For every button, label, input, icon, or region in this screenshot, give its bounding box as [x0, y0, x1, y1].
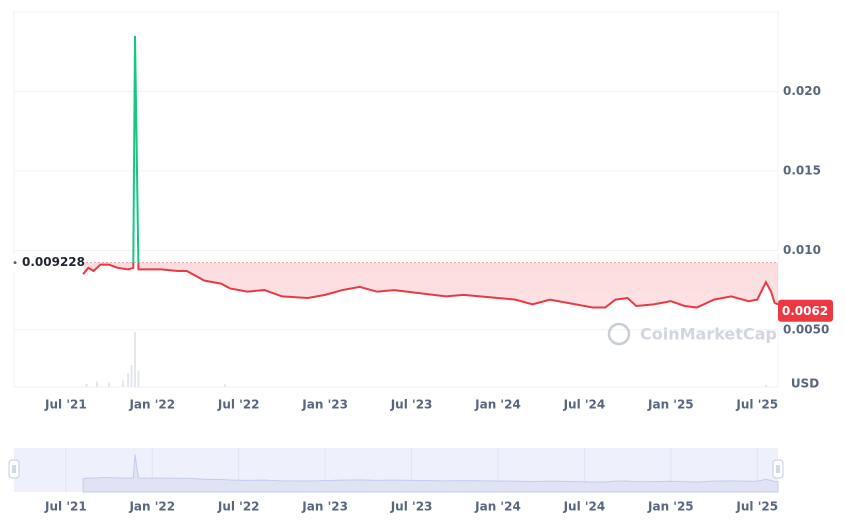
navigator-handle[interactable] — [772, 459, 784, 479]
plot-frame — [13, 11, 779, 388]
y-tick-label: 0.015 — [783, 163, 821, 177]
volume-bar — [85, 383, 88, 387]
x-tick-label: Jul '24 — [563, 398, 606, 412]
x-tick-label: Jul '22 — [217, 398, 260, 412]
current-price-label: 0.0062 — [782, 304, 828, 318]
volume-bar — [133, 332, 136, 387]
area-fill — [83, 262, 778, 308]
price-line-above — [132, 35, 140, 263]
price-line-below — [82, 262, 779, 309]
x-tick-label: Jul '21 — [44, 398, 87, 412]
y-tick-label: 0.010 — [783, 243, 821, 257]
x-tick-label: Jul '23 — [390, 398, 433, 412]
volume-bar — [223, 384, 226, 387]
y-tick-label: 0.020 — [783, 84, 821, 98]
baseline-label: 0.009228 — [22, 255, 85, 269]
current-price-tag — [778, 299, 833, 322]
currency-label: USD — [791, 377, 819, 391]
navigator-tick-label: Jul '24 — [563, 500, 606, 514]
x-tick-label: Jan '22 — [128, 398, 175, 412]
baseline-dot — [13, 261, 17, 265]
volume-bar — [95, 381, 98, 387]
baseline-label-bg — [8, 253, 84, 272]
navigator-tick-label: Jul '23 — [390, 500, 433, 514]
x-tick-label: Jan '24 — [474, 398, 521, 412]
navigator-tick-label: Jan '24 — [474, 500, 521, 514]
volume-bar — [137, 370, 140, 387]
navigator-tick-label: Jan '25 — [647, 500, 694, 514]
volume-bar — [108, 382, 111, 387]
navigator-tick-label: Jul '22 — [217, 500, 260, 514]
navigator-tick-label: Jan '23 — [301, 500, 348, 514]
navigator-tick-label: Jul '25 — [735, 500, 778, 514]
watermark: CoinMarketCap — [640, 325, 777, 344]
volume-bar — [130, 365, 133, 387]
y-tick-label: 0.0050 — [783, 322, 829, 336]
volume-bar — [121, 380, 124, 387]
x-tick-label: Jul '25 — [735, 398, 778, 412]
x-tick-label: Jan '25 — [647, 398, 694, 412]
navigator-line — [82, 454, 779, 493]
volume-bar — [127, 373, 130, 387]
volume-bar — [764, 384, 767, 387]
x-tick-label: Jan '23 — [301, 398, 348, 412]
navigator-tick-label: Jan '22 — [128, 500, 175, 514]
watermark-logo — [607, 322, 631, 346]
navigator-handle[interactable] — [8, 459, 20, 479]
navigator-tick-label: Jul '21 — [44, 500, 87, 514]
